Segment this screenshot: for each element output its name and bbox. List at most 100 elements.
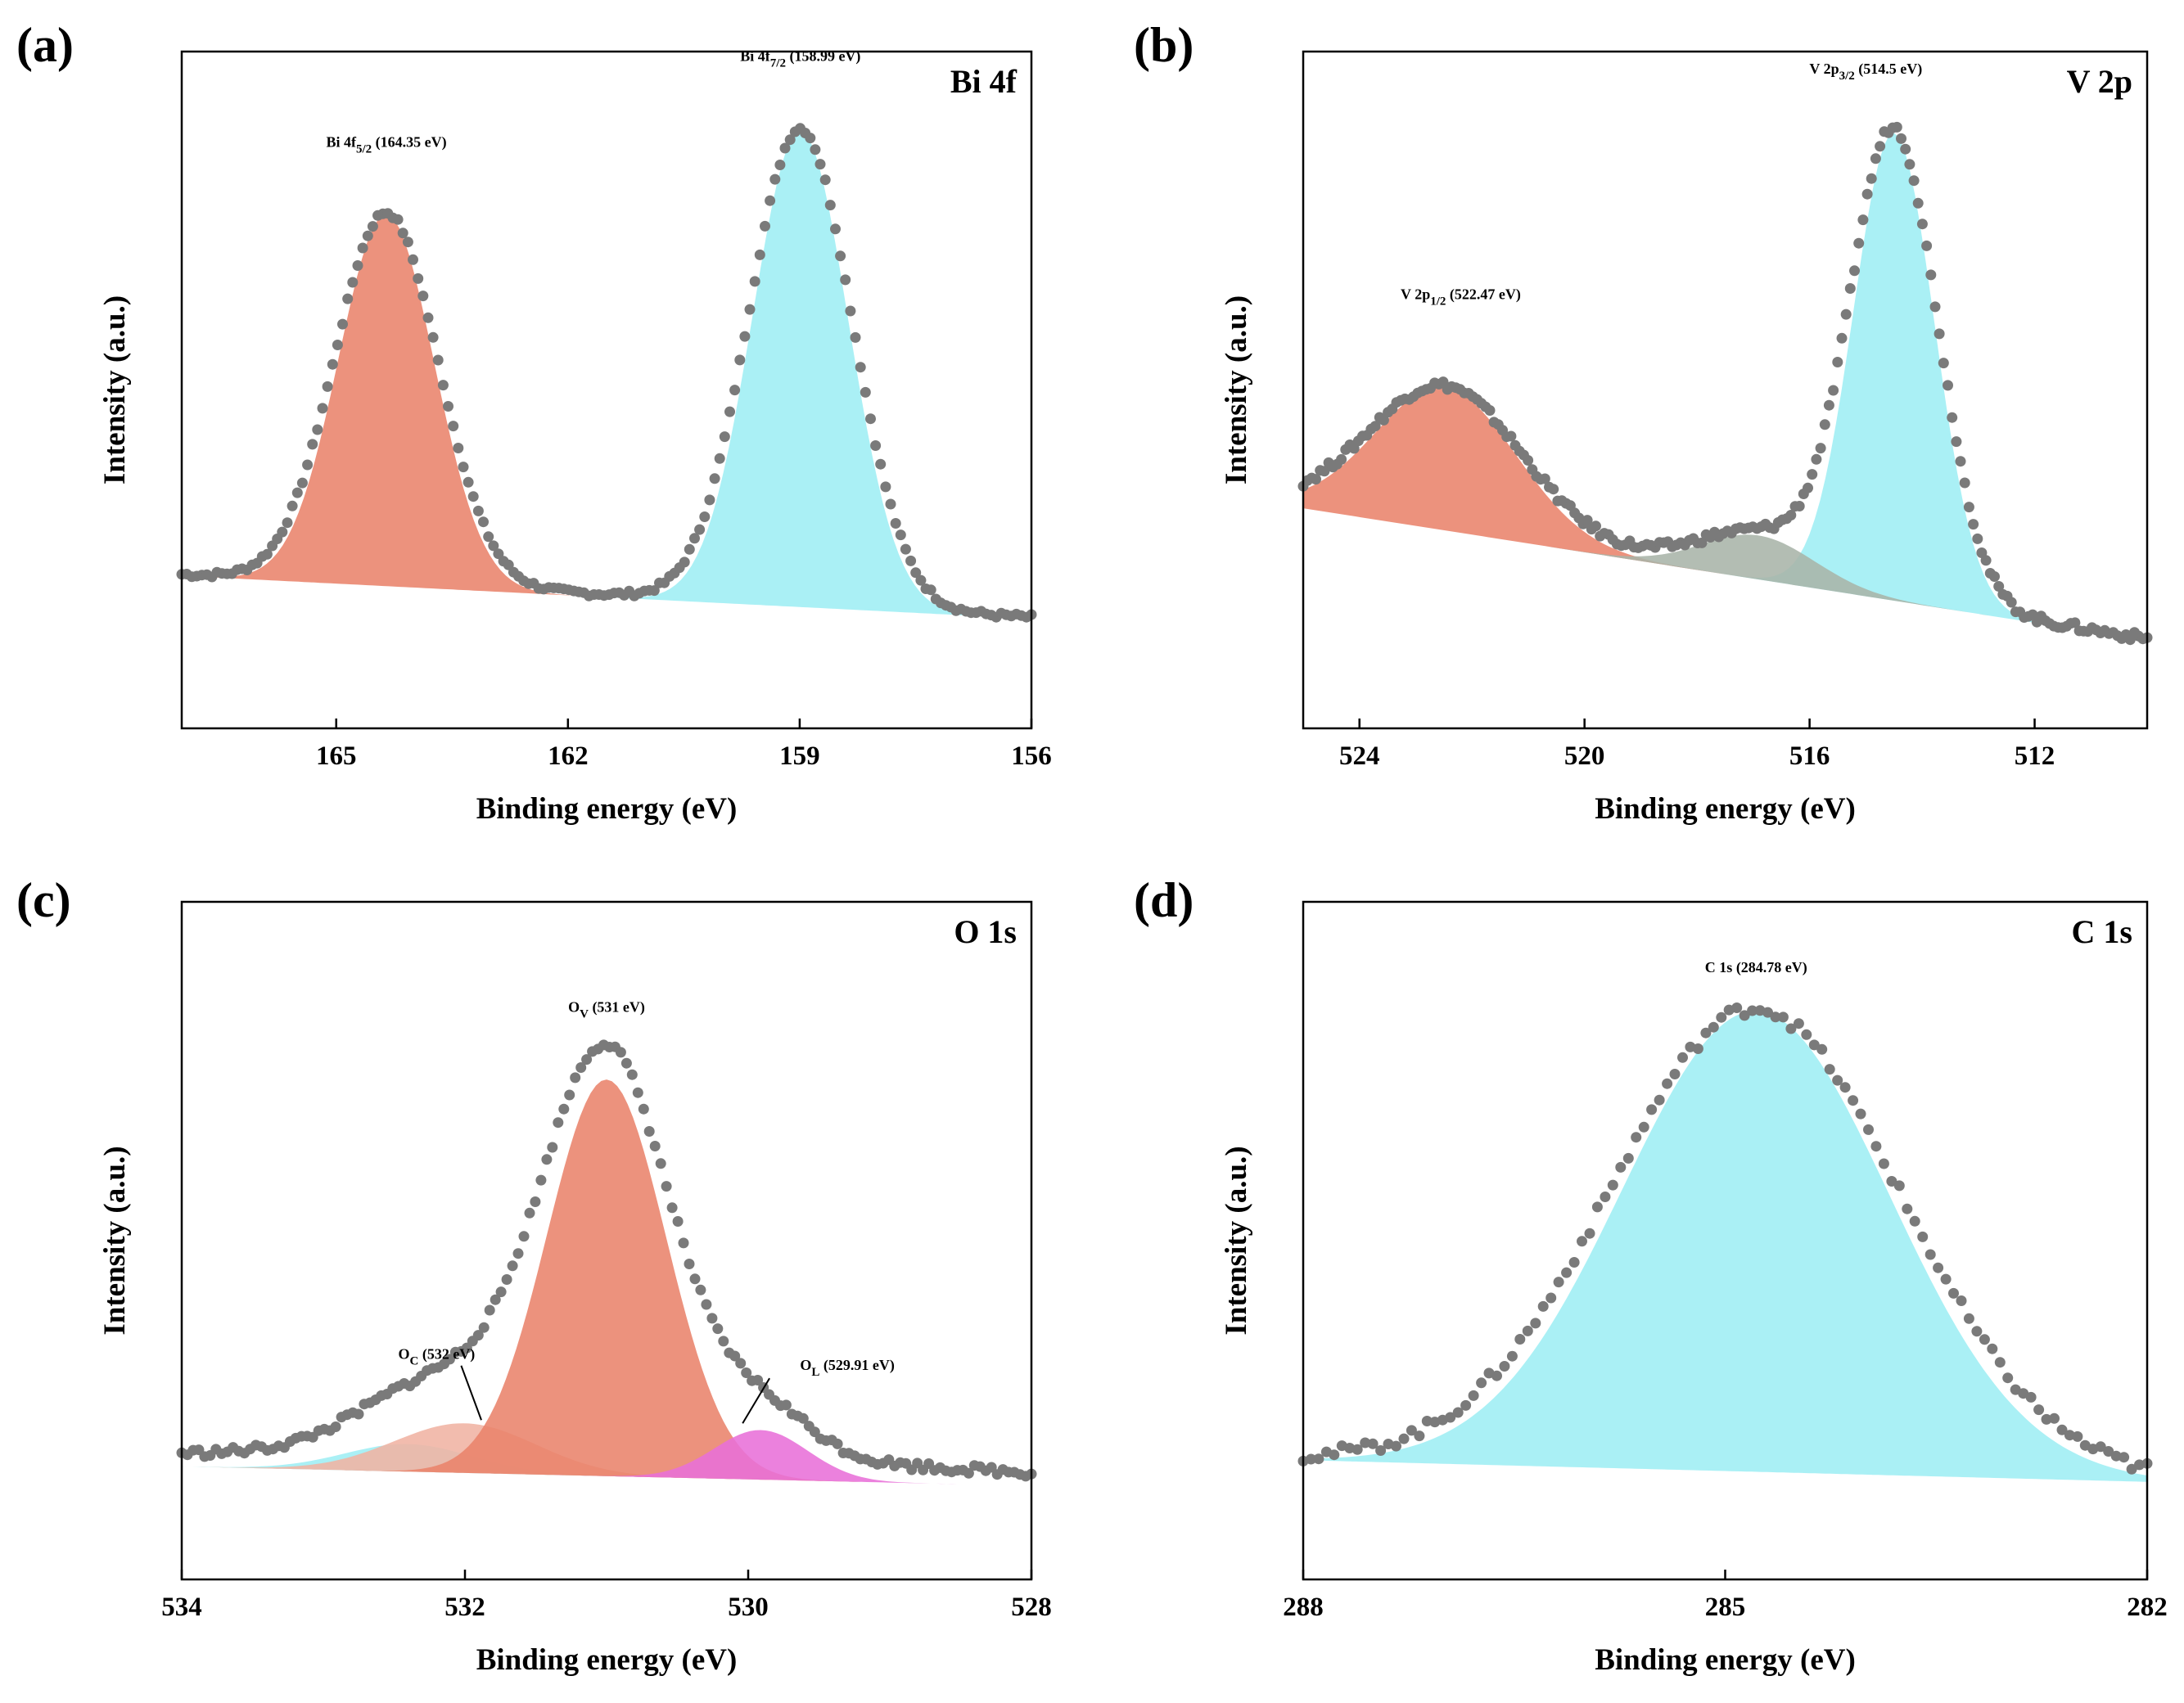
panel-3: 288 285 282 Binding energy (eV) Intensity (a… [1134, 873, 2168, 1677]
data-point [1959, 477, 1970, 489]
data-point [1921, 240, 1933, 251]
data-point [1313, 1453, 1324, 1465]
data-point [432, 354, 444, 366]
annotation-main: Bi 4f [740, 48, 771, 65]
annotation-tail: (158.99 eV) [786, 48, 860, 65]
data-point [530, 1196, 541, 1207]
data-point [2056, 1424, 2068, 1435]
data-point [1747, 1005, 1758, 1016]
data-point [661, 1181, 672, 1192]
data-point [367, 221, 378, 232]
data-point [413, 273, 424, 284]
data-point [915, 574, 927, 586]
peak-area-OL [182, 1430, 1031, 1486]
peak-area-Bi-4f72 [182, 131, 1031, 619]
data-point [417, 291, 429, 302]
data-point [741, 1367, 752, 1378]
data-point [1839, 1082, 1851, 1093]
data-point [632, 1087, 643, 1098]
annotation-tail: (531 eV) [589, 999, 645, 1016]
peak-areas [1303, 1011, 2147, 1482]
data-point [925, 584, 936, 596]
data-point [910, 567, 922, 579]
data-point [287, 500, 298, 511]
annotation-tail: (532 eV) [418, 1346, 475, 1363]
data-point [1700, 1027, 1712, 1038]
data-point [1506, 1350, 1518, 1362]
data-point [704, 494, 715, 506]
x-tick-label: 534 [161, 1593, 202, 1622]
data-point [337, 318, 348, 330]
peak-annotation: V 2p1/2 (522.47 eV) [1401, 286, 1521, 309]
data-point [1886, 1176, 1897, 1187]
x-tick-label: 156 [1011, 741, 1052, 771]
data-point [1832, 1075, 1843, 1086]
data-point [760, 220, 770, 232]
data-point [501, 1274, 512, 1285]
data-point [1539, 473, 1550, 484]
data-point [408, 254, 418, 265]
data-point [784, 134, 796, 146]
data-point [2049, 1412, 2060, 1424]
x-tick-label: 282 [2127, 1593, 2168, 1622]
data-point [754, 249, 765, 260]
x-tick-label: 528 [1011, 1593, 1052, 1622]
data-point [1902, 1203, 1913, 1214]
data-point [541, 1154, 553, 1165]
data-point [709, 473, 720, 484]
data-point [672, 1216, 684, 1227]
data-point [1878, 1158, 1889, 1169]
data-point [1980, 555, 1992, 566]
data-point [291, 487, 303, 498]
data-point [701, 1299, 712, 1310]
data-point [427, 331, 439, 343]
annotation-sub: L [811, 1366, 819, 1379]
data-point [765, 195, 776, 206]
annotation-main: O [800, 1357, 811, 1373]
element-label: V 2p [2067, 63, 2132, 100]
data-point [2006, 597, 2017, 608]
data-point [307, 439, 318, 450]
data-point [1762, 1007, 1773, 1018]
data-point [342, 293, 354, 304]
data-point [885, 498, 896, 510]
data-point [1522, 1325, 1533, 1336]
data-point [2095, 1441, 2106, 1453]
data-point [1631, 1132, 1642, 1143]
data-point [493, 548, 504, 560]
data-point [1499, 1361, 1510, 1372]
data-point [1849, 265, 1860, 277]
data-points [1297, 1002, 2153, 1475]
data-point [422, 312, 434, 323]
data-point [1545, 1292, 1557, 1304]
data-point [1591, 1201, 1603, 1213]
data-point [1553, 1277, 1564, 1288]
data-point [453, 443, 464, 453]
data-point [296, 477, 308, 489]
data-point [769, 173, 781, 185]
data-point [986, 1462, 997, 1473]
element-label: Bi 4f [950, 63, 1018, 100]
data-point [850, 331, 861, 343]
element-label: C 1s [2072, 913, 2132, 950]
data-point [437, 380, 449, 391]
data-point [1414, 1430, 1425, 1442]
data-point [2033, 1404, 2045, 1416]
data-point [1916, 219, 1928, 230]
data-point [1904, 159, 1916, 170]
data-point [1891, 121, 1902, 133]
data-point [1785, 510, 1797, 520]
data-point [444, 1354, 455, 1365]
data-point [1836, 332, 1848, 344]
data-point [518, 1231, 530, 1242]
data-point [1963, 1313, 1974, 1324]
x-tick-label: 516 [1789, 741, 1830, 771]
data-point [1808, 1039, 1820, 1051]
data-point [2103, 1446, 2114, 1457]
data-point [1861, 188, 1873, 200]
data-point [483, 531, 494, 543]
x-tick-label: 524 [1339, 741, 1380, 771]
data-point [718, 1336, 729, 1347]
data-point [1929, 301, 1941, 313]
data-point [277, 526, 288, 538]
